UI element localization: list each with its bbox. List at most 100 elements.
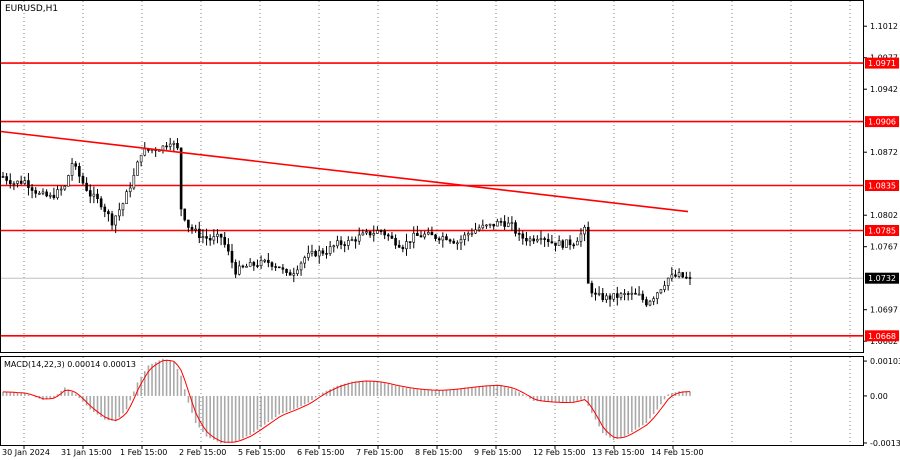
- x-tick-label: 31 Jan 15:00: [61, 448, 112, 457]
- candle-body: [172, 142, 176, 145]
- candle-body: [557, 240, 561, 246]
- candle-body: [183, 208, 187, 221]
- candle-body: [234, 262, 237, 275]
- candle-body: [230, 250, 234, 263]
- candle-body: [623, 293, 626, 295]
- candle-body: [659, 289, 663, 294]
- candle-body: [499, 221, 503, 223]
- candle-body: [485, 224, 488, 227]
- candle-body: [201, 236, 205, 239]
- candle-body: [361, 232, 365, 236]
- candle-body: [336, 240, 339, 247]
- candle-body: [597, 293, 601, 295]
- trendline[interactable]: [0, 130, 689, 213]
- candle-body: [107, 211, 110, 215]
- candle-body: [187, 219, 190, 228]
- y-tick-label: 1.0697: [870, 306, 898, 315]
- candle-body: [645, 299, 648, 306]
- candle-body: [576, 240, 579, 246]
- candle-body: [281, 267, 285, 270]
- candle-body: [168, 143, 172, 147]
- candle-body: [510, 222, 514, 224]
- candle-body: [579, 233, 583, 242]
- candles: [1, 137, 692, 308]
- candle-body: [492, 223, 496, 227]
- x-tick-label: 5 Feb 15:00: [238, 448, 285, 457]
- candle-body: [583, 226, 586, 235]
- candle-body: [78, 166, 81, 177]
- level-price-label-bg: [865, 180, 899, 191]
- candle-body: [648, 300, 652, 306]
- candle-body: [85, 182, 88, 191]
- macd-title: MACD(14,22,3) 0.00014 0.00013: [4, 360, 136, 369]
- candle-body: [270, 262, 274, 267]
- candle-body: [296, 269, 299, 274]
- candle-body: [92, 193, 96, 197]
- candle-body: [67, 175, 70, 187]
- candle-body: [397, 244, 401, 248]
- x-tick-label: 2 Feb 15:00: [179, 448, 226, 457]
- candle-body: [561, 240, 565, 248]
- candle-body: [387, 234, 390, 237]
- candle-body: [474, 229, 477, 234]
- candle-body: [481, 224, 485, 229]
- candle-body: [572, 244, 575, 247]
- candle-body: [325, 253, 328, 255]
- candle-body: [317, 250, 321, 257]
- current-price-label: 1.0732: [868, 274, 896, 283]
- price-panel-frame: [0, 0, 864, 353]
- candle-body: [445, 236, 448, 241]
- candle-body: [136, 161, 139, 176]
- candle-body: [605, 295, 608, 301]
- level-price-label-bg: [865, 116, 899, 128]
- candle-body: [630, 292, 634, 295]
- candle-body: [496, 221, 499, 227]
- candle-body: [354, 239, 357, 242]
- downtrend-line[interactable]: [0, 130, 689, 213]
- candle-body: [619, 293, 623, 298]
- candle-body: [216, 233, 219, 237]
- level-price-label: 1.0835: [868, 182, 896, 191]
- candle-body: [616, 293, 619, 298]
- candle-body: [459, 239, 463, 244]
- candle-body: [321, 250, 325, 254]
- level-price-label-bg: [865, 330, 899, 342]
- candle-body: [477, 227, 481, 231]
- candle-body: [401, 246, 405, 250]
- candle-body: [285, 268, 288, 273]
- candle-body: [197, 228, 201, 239]
- level-price-label: 1.0906: [868, 118, 896, 127]
- candle-body: [539, 238, 543, 240]
- candle-body: [314, 250, 317, 257]
- candle-body: [594, 292, 597, 295]
- candle-body: [310, 250, 314, 254]
- y-tick-label: 1.0767: [870, 243, 898, 252]
- candle-body: [357, 234, 361, 242]
- level-price-label: 1.0971: [868, 59, 896, 68]
- candle-body: [8, 180, 12, 185]
- candle-body: [652, 298, 655, 302]
- candle-body: [176, 142, 179, 149]
- candle-body: [139, 154, 143, 163]
- candle-body: [532, 238, 535, 242]
- candle-body: [52, 194, 56, 199]
- candle-body: [688, 277, 692, 279]
- candle-body: [663, 285, 666, 290]
- candle-body: [45, 191, 48, 197]
- candle-body: [343, 244, 346, 246]
- candle-body: [634, 292, 637, 295]
- candle-body: [81, 175, 85, 184]
- candle-body: [350, 239, 354, 241]
- candle-body: [27, 180, 30, 188]
- candle-body: [237, 265, 241, 275]
- x-tick-label: 6 Feb 15:00: [297, 448, 344, 457]
- candle-body: [227, 244, 230, 252]
- candle-body: [655, 292, 659, 299]
- candle-body: [208, 237, 212, 241]
- candle-body: [38, 192, 41, 195]
- level-price-label-bg: [865, 57, 899, 69]
- candle-body: [368, 231, 372, 236]
- x-tick-label: 30 Jan 2024: [2, 448, 50, 457]
- candle-body: [586, 226, 590, 284]
